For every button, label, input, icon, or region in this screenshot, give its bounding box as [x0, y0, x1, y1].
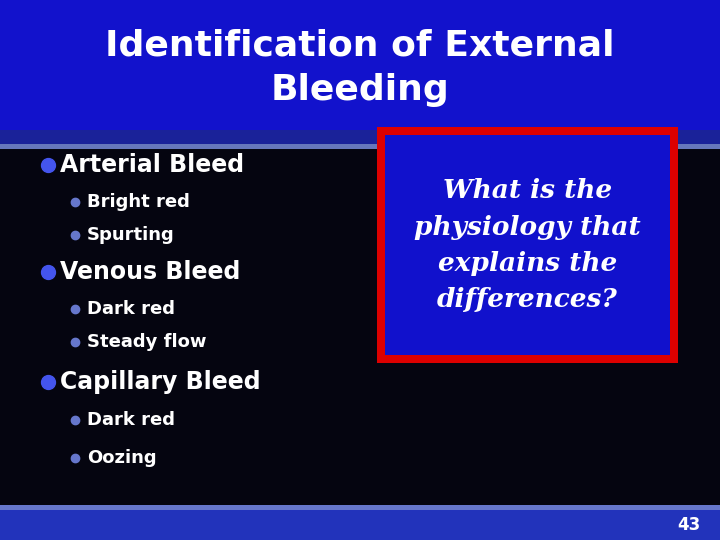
FancyBboxPatch shape: [0, 505, 720, 510]
Text: Capillary Bleed: Capillary Bleed: [60, 370, 261, 394]
Text: Spurting: Spurting: [87, 226, 175, 244]
Text: Arterial Bleed: Arterial Bleed: [60, 153, 244, 177]
Text: Venous Bleed: Venous Bleed: [60, 260, 240, 284]
Text: Steady flow: Steady flow: [87, 333, 207, 351]
FancyBboxPatch shape: [0, 510, 720, 540]
Text: What is the
physiology that
explains the
differences?: What is the physiology that explains the…: [414, 179, 641, 312]
Text: Bleeding: Bleeding: [271, 73, 449, 107]
Text: Bright red: Bright red: [87, 193, 190, 211]
FancyBboxPatch shape: [0, 0, 720, 130]
Text: Dark red: Dark red: [87, 411, 175, 429]
Text: Identification of External: Identification of External: [105, 28, 615, 62]
FancyBboxPatch shape: [0, 130, 720, 144]
FancyBboxPatch shape: [385, 135, 670, 355]
Text: Dark red: Dark red: [87, 300, 175, 318]
FancyBboxPatch shape: [0, 144, 720, 149]
Text: 43: 43: [677, 516, 700, 534]
FancyBboxPatch shape: [377, 127, 678, 363]
Text: Oozing: Oozing: [87, 449, 157, 467]
